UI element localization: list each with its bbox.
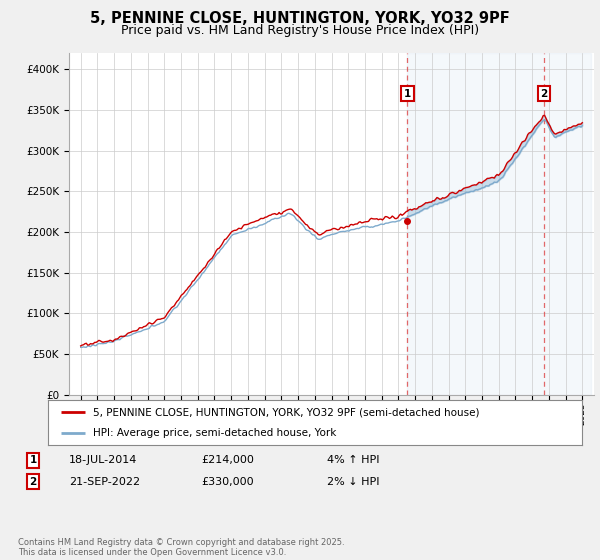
Text: 1: 1 (29, 455, 37, 465)
Text: 2: 2 (541, 89, 548, 99)
Text: 2% ↓ HPI: 2% ↓ HPI (327, 477, 380, 487)
Text: HPI: Average price, semi-detached house, York: HPI: Average price, semi-detached house,… (94, 428, 337, 438)
Text: 5, PENNINE CLOSE, HUNTINGTON, YORK, YO32 9PF: 5, PENNINE CLOSE, HUNTINGTON, YORK, YO32… (90, 11, 510, 26)
Bar (407, 53, 590, 395)
Text: Price paid vs. HM Land Registry's House Price Index (HPI): Price paid vs. HM Land Registry's House … (121, 24, 479, 36)
Text: 5, PENNINE CLOSE, HUNTINGTON, YORK, YO32 9PF (semi-detached house): 5, PENNINE CLOSE, HUNTINGTON, YORK, YO32… (94, 408, 480, 418)
Text: 1: 1 (404, 89, 411, 99)
Text: 18-JUL-2014: 18-JUL-2014 (69, 455, 137, 465)
Text: 21-SEP-2022: 21-SEP-2022 (69, 477, 140, 487)
Text: £214,000: £214,000 (201, 455, 254, 465)
Text: £330,000: £330,000 (201, 477, 254, 487)
Text: 4% ↑ HPI: 4% ↑ HPI (327, 455, 380, 465)
Text: 2: 2 (29, 477, 37, 487)
Text: Contains HM Land Registry data © Crown copyright and database right 2025.
This d: Contains HM Land Registry data © Crown c… (18, 538, 344, 557)
